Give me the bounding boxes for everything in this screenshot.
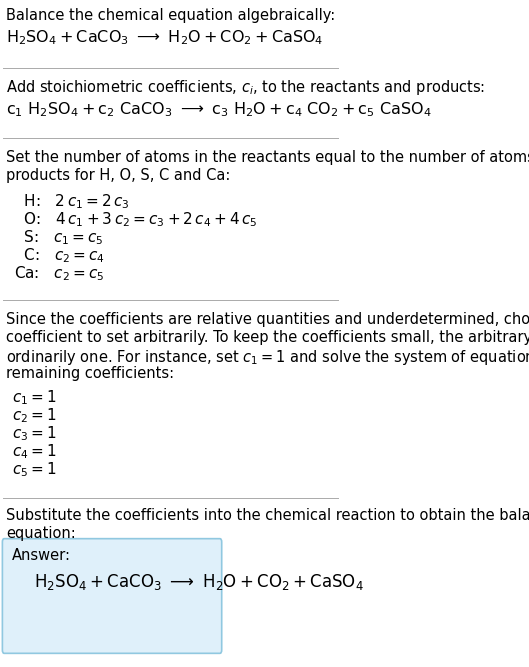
- Text: $\mathrm{H_2SO_4 + CaCO_3\ \longrightarrow\ H_2O + CO_2 + CaSO_4}$: $\mathrm{H_2SO_4 + CaCO_3\ \longrightarr…: [34, 572, 364, 592]
- Text: $c_5 = 1$: $c_5 = 1$: [12, 460, 57, 479]
- Text: $c_1 = 1$: $c_1 = 1$: [12, 388, 57, 407]
- Text: equation:: equation:: [6, 526, 76, 541]
- Text: S:   $c_1 = c_5$: S: $c_1 = c_5$: [14, 228, 103, 247]
- Text: $\mathrm{c_1\ H_2SO_4 + c_2\ CaCO_3\ \longrightarrow\ c_3\ H_2O + c_4\ CO_2 + c_: $\mathrm{c_1\ H_2SO_4 + c_2\ CaCO_3\ \lo…: [6, 100, 432, 119]
- Text: Substitute the coefficients into the chemical reaction to obtain the balanced: Substitute the coefficients into the che…: [6, 508, 529, 523]
- Text: $c_4 = 1$: $c_4 = 1$: [12, 442, 57, 461]
- Text: Answer:: Answer:: [12, 548, 71, 563]
- Text: Set the number of atoms in the reactants equal to the number of atoms in the: Set the number of atoms in the reactants…: [6, 150, 529, 165]
- Text: H:   $2\,c_1 = 2\,c_3$: H: $2\,c_1 = 2\,c_3$: [14, 192, 130, 211]
- Text: remaining coefficients:: remaining coefficients:: [6, 366, 174, 381]
- Text: Add stoichiometric coefficients, $c_i$, to the reactants and products:: Add stoichiometric coefficients, $c_i$, …: [6, 78, 486, 97]
- Text: C:   $c_2 = c_4$: C: $c_2 = c_4$: [14, 246, 105, 265]
- Text: products for H, O, S, C and Ca:: products for H, O, S, C and Ca:: [6, 168, 231, 183]
- Text: coefficient to set arbitrarily. To keep the coefficients small, the arbitrary va: coefficient to set arbitrarily. To keep …: [6, 330, 529, 345]
- FancyBboxPatch shape: [3, 539, 222, 654]
- Text: $c_3 = 1$: $c_3 = 1$: [12, 424, 57, 443]
- Text: $c_2 = 1$: $c_2 = 1$: [12, 406, 57, 425]
- Text: Since the coefficients are relative quantities and underdetermined, choose a: Since the coefficients are relative quan…: [6, 312, 529, 327]
- Text: Ca:   $c_2 = c_5$: Ca: $c_2 = c_5$: [14, 264, 104, 283]
- Text: $\mathrm{H_2SO_4 + CaCO_3\ \longrightarrow\ H_2O + CO_2 + CaSO_4}$: $\mathrm{H_2SO_4 + CaCO_3\ \longrightarr…: [6, 28, 324, 47]
- Text: O:   $4\,c_1 + 3\,c_2 = c_3 + 2\,c_4 + 4\,c_5$: O: $4\,c_1 + 3\,c_2 = c_3 + 2\,c_4 + 4\,…: [14, 210, 257, 229]
- Text: ordinarily one. For instance, set $c_1 = 1$ and solve the system of equations fo: ordinarily one. For instance, set $c_1 =…: [6, 348, 529, 367]
- Text: Balance the chemical equation algebraically:: Balance the chemical equation algebraica…: [6, 8, 335, 23]
